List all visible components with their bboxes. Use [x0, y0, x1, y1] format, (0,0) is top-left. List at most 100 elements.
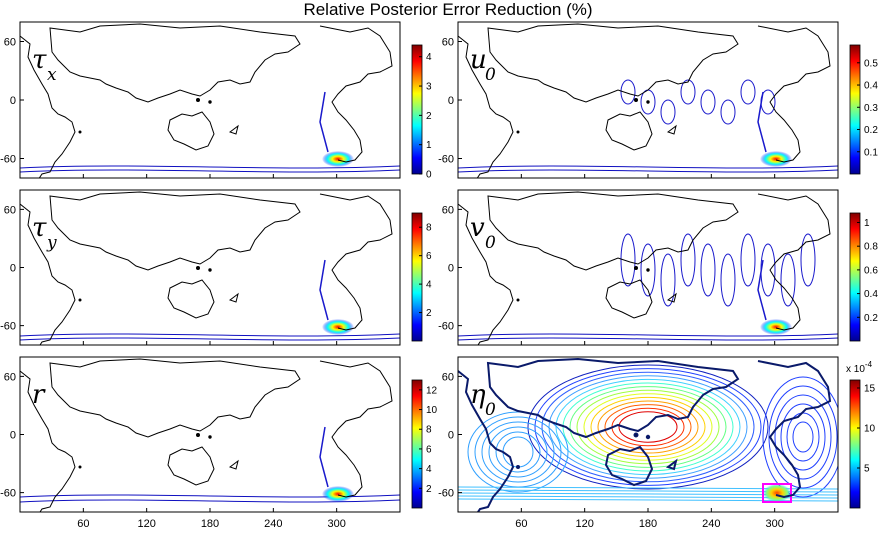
y-tick-label: 0 [10, 263, 16, 275]
contour-line [488, 426, 548, 478]
colorbar-tick-label: 3 [426, 82, 432, 93]
contour-line [458, 169, 838, 173]
contour-line [604, 404, 692, 450]
y-tick-label: -60 [438, 321, 454, 333]
colorbar-tick-label: 0.5 [864, 58, 878, 69]
contour-line [527, 364, 769, 490]
colorbar-tick-label: 0.8 [864, 242, 878, 253]
colorbar [411, 44, 423, 175]
y-tick-label: 0 [448, 430, 454, 442]
contour-line [20, 165, 400, 169]
contour-line [620, 79, 636, 105]
contour-line [534, 368, 762, 486]
contour-line [680, 233, 696, 287]
y-tick-label: 0 [10, 95, 16, 107]
panel-label: r [32, 380, 46, 410]
y-tick-label: 60 [442, 204, 454, 216]
contour-line [768, 385, 838, 489]
colorbar [411, 379, 423, 509]
contour-line [780, 403, 826, 471]
contour-line [319, 91, 329, 153]
contour-line [680, 79, 696, 105]
colorbar-tick-label: 6 [426, 251, 432, 262]
contour-line [720, 99, 736, 125]
colorbar-tick-label: 10 [864, 424, 876, 435]
y-tick-label: -60 [0, 488, 16, 500]
colorbar-tick-label: 6 [426, 444, 432, 455]
colorbar-tick-label: 0.2 [864, 125, 878, 136]
hotspot [322, 486, 354, 502]
contour-line [548, 375, 748, 479]
x-tick-label: 300 [327, 518, 345, 530]
contour-line [20, 337, 400, 341]
hotspot [760, 319, 792, 335]
panel-label: v [470, 213, 485, 243]
colorbar-tick-label: 0 [426, 170, 432, 181]
colorbar-tick-label: 8 [426, 425, 432, 436]
colorbar [849, 212, 861, 342]
panel-r: 60 0 -60 60 120 180 240 300 r 2 4 6 8 10 12 [0, 356, 438, 530]
panel-tau_x: 60 0 -60 τ x 0 1 2 3 4 [0, 21, 432, 181]
colorbar-tick-label: 4 [426, 280, 432, 291]
x-tick-label: 180 [201, 518, 219, 530]
colorbar-tick-label: 8 [426, 223, 432, 234]
contour-line [502, 436, 534, 468]
contour-line [660, 253, 676, 307]
colorbar-tick-label: 10 [426, 405, 438, 416]
y-tick-label: -60 [0, 154, 16, 166]
panel-label-subscript: 0 [485, 233, 496, 253]
contour-line [757, 91, 767, 153]
contour-line [458, 333, 838, 337]
y-tick-label: 60 [442, 37, 454, 49]
contour-line [700, 89, 716, 115]
contour-line [762, 376, 838, 498]
colorbar-tick-label: 2 [426, 308, 432, 319]
y-tick-label: -60 [438, 488, 454, 500]
colorbar-tick-label: 4 [426, 52, 432, 63]
panel-label-subscript: 0 [485, 400, 496, 420]
y-tick-label: 0 [10, 430, 16, 442]
x-tick-label: 240 [264, 518, 282, 530]
colorbar-tick-label: 12 [426, 385, 438, 396]
colorbar-tick-label: 2 [426, 484, 432, 495]
colorbar-tick-label: 0.1 [864, 147, 878, 158]
contour-line [319, 426, 329, 488]
contour-line [700, 243, 716, 297]
panel-label-subscript: y [46, 233, 57, 253]
hotspot [760, 151, 792, 167]
contour-line [597, 400, 699, 454]
hotspot [322, 151, 354, 167]
colorbar-tick-label: 2 [426, 111, 432, 122]
y-tick-label: 0 [448, 95, 454, 107]
colorbar [849, 379, 861, 509]
panel-tau_y: 60 0 -60 τ y 2 4 6 8 [0, 189, 432, 346]
contour-line [780, 253, 796, 307]
contour-line [20, 333, 400, 337]
y-tick-label: -60 [438, 154, 454, 166]
contour-line [740, 233, 756, 287]
colorbar-tick-label: 0.2 [864, 313, 878, 324]
contour-line [660, 99, 676, 125]
panel-label: τ [32, 45, 47, 75]
colorbar-tick-label: 1 [426, 140, 432, 151]
contour-line [555, 378, 741, 476]
x-tick-label: 60 [515, 518, 527, 530]
contour-line [569, 386, 727, 468]
colorbar [849, 44, 861, 175]
contour-line [541, 371, 755, 483]
contour-line [458, 337, 838, 341]
contour-line [618, 411, 678, 443]
y-tick-label: 60 [4, 371, 16, 383]
x-tick-label: 60 [77, 518, 89, 530]
panel-label: η [470, 380, 486, 410]
contour-line [458, 165, 838, 169]
colorbar-tick-label: 1 [864, 218, 870, 229]
colorbar-tick-label: 0.3 [864, 103, 878, 114]
panel-label-subscript: x [47, 65, 57, 85]
x-tick-label: 120 [137, 518, 155, 530]
contour-line [481, 421, 555, 483]
contour-line [495, 431, 541, 473]
contour-line [20, 499, 400, 503]
contour-line [640, 243, 656, 297]
